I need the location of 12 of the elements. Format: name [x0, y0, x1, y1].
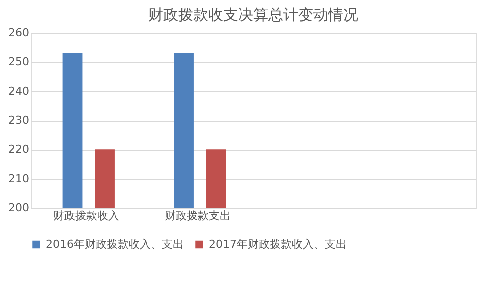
x-tick-label: 财政拨款收入 — [54, 210, 120, 222]
chart-title: 财政拨款收支决算总计变动情况 — [148, 6, 358, 24]
y-tick-label: 240 — [8, 84, 30, 98]
y-tick-label: 210 — [8, 172, 30, 186]
y-tick-label: 220 — [8, 143, 30, 156]
y-tick-label: 200 — [8, 202, 30, 214]
legend-label: 2017年财政拨款收入、支出 — [209, 238, 347, 251]
y-tick-label: 250 — [8, 56, 30, 69]
x-tick-label: 财政拨款支出 — [164, 210, 231, 222]
y-tick-label: 260 — [8, 26, 30, 40]
legend-label: 2016年财政拨款收入、支出 — [46, 238, 184, 251]
y-tick-label: 230 — [8, 114, 30, 127]
